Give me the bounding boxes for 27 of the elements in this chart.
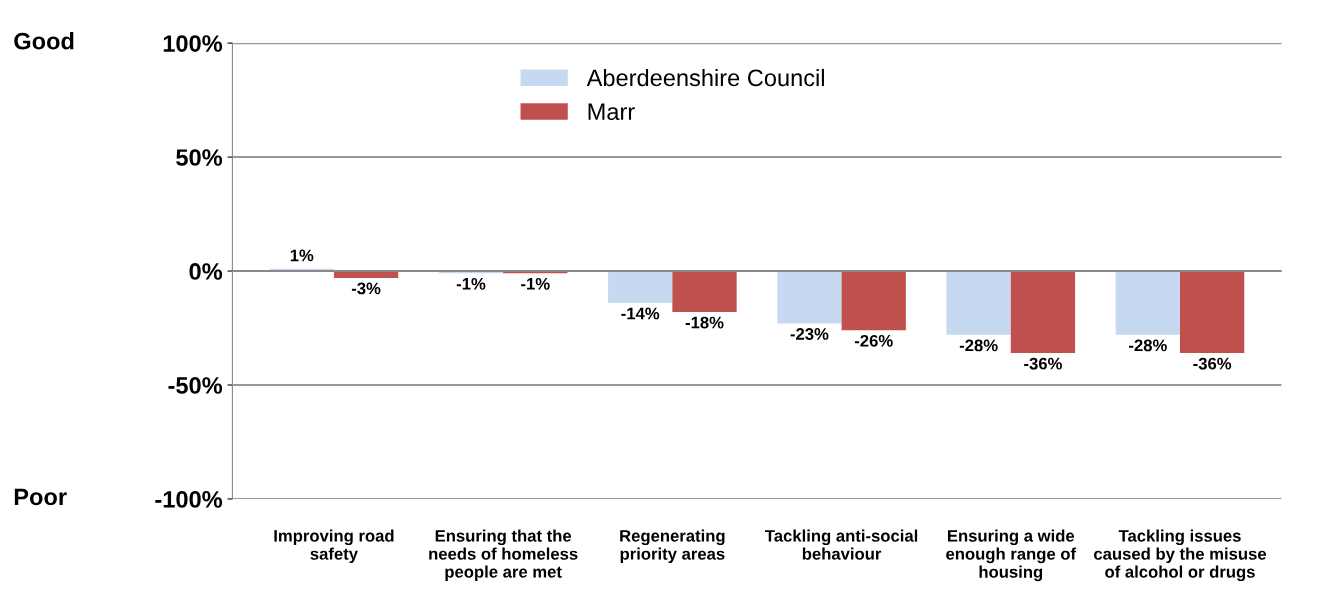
data-label: -36%	[1193, 357, 1232, 370]
data-label: 1%	[290, 249, 314, 262]
data-label: -28%	[959, 339, 998, 352]
data-label: -3%	[351, 282, 381, 295]
data-label: -36%	[1024, 357, 1062, 370]
x-tick-label: Regenerating priority areas	[620, 529, 725, 564]
data-label: -28%	[1129, 339, 1167, 352]
legend-label: Aberdeenshire Council	[586, 68, 824, 87]
data-label: -1%	[456, 277, 486, 290]
data-label: -26%	[854, 334, 893, 347]
x-tick-label: Tackling anti-social behaviour	[765, 529, 918, 560]
legend-label: Marr	[588, 103, 635, 121]
y-tick-label: -100%	[155, 491, 223, 508]
data-label: -23%	[790, 328, 829, 340]
y-tick-label: 50%	[176, 149, 223, 166]
data-label: -18%	[685, 316, 724, 329]
x-tick-label: Ensuring that the needs of homeless people are met	[429, 529, 578, 582]
text: Poor	[14, 488, 67, 506]
y-tick-label: 100%	[163, 35, 223, 52]
y-tick-label: 0%	[189, 263, 223, 280]
text: Good	[14, 32, 74, 50]
data-label: -1%	[521, 277, 550, 290]
data-label: -14%	[621, 307, 660, 320]
x-tick-label: Ensuring a wide enough range of housing	[946, 529, 1077, 582]
x-tick-label: Improving road safety	[274, 529, 394, 564]
y-tick-label: -50%	[168, 377, 223, 394]
x-tick-label: Tackling issues caused by the misuse of alcohol or drugs	[1094, 529, 1267, 582]
